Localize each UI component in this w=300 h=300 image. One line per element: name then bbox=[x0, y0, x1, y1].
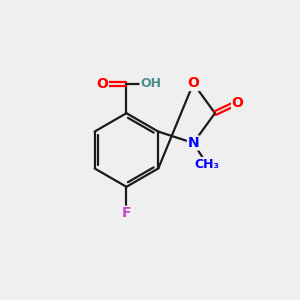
Text: O: O bbox=[188, 76, 199, 90]
Text: O: O bbox=[232, 95, 244, 110]
Text: F: F bbox=[122, 206, 131, 220]
Text: CH₃: CH₃ bbox=[194, 158, 219, 170]
Text: OH: OH bbox=[140, 77, 161, 90]
Text: N: N bbox=[188, 136, 199, 150]
Text: O: O bbox=[96, 77, 108, 91]
